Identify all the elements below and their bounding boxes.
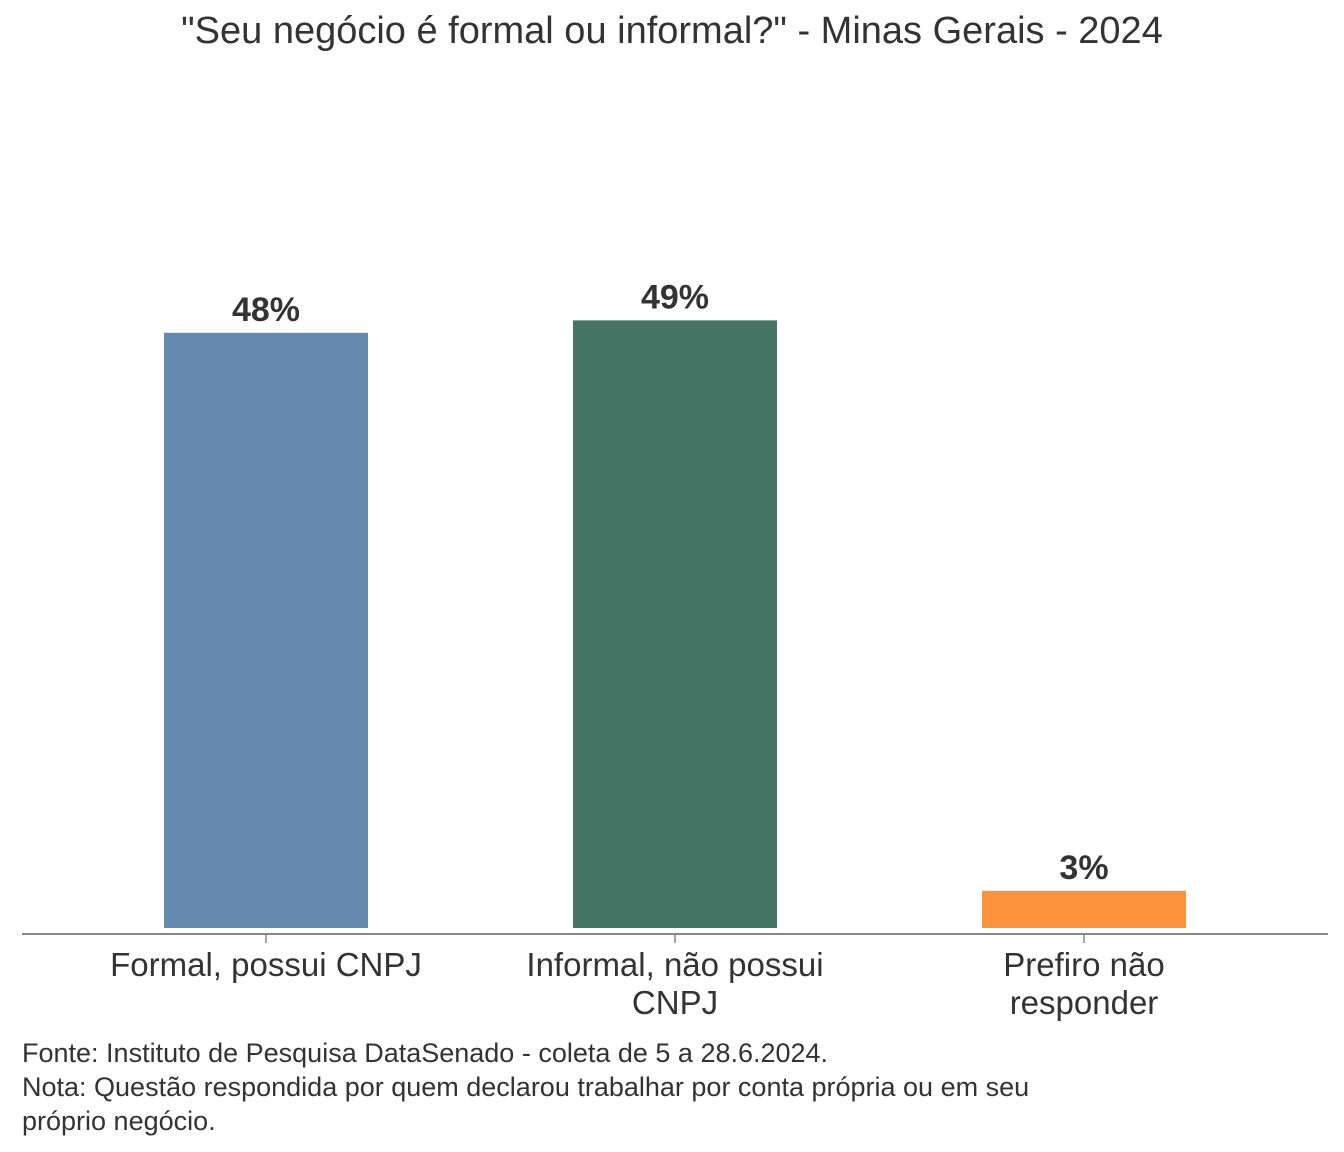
bar bbox=[982, 890, 1186, 928]
data-label: 3% bbox=[1059, 849, 1108, 887]
footnote: Fonte: Instituto de Pesquisa DataSenado … bbox=[22, 1036, 1322, 1138]
x-tick-label: CNPJ bbox=[632, 984, 718, 1021]
x-tick-label: Formal, possui CNPJ bbox=[110, 946, 422, 983]
source-text: Fonte: Instituto de Pesquisa DataSenado … bbox=[22, 1038, 829, 1068]
data-label: 49% bbox=[641, 278, 709, 316]
x-tick-label: Informal, não possui bbox=[526, 946, 823, 983]
x-tick-label: Prefiro não bbox=[1003, 946, 1164, 983]
bar bbox=[573, 320, 777, 928]
note-text-line2: próprio negócio. bbox=[22, 1106, 216, 1136]
x-tick-label: responder bbox=[1010, 984, 1159, 1021]
data-label: 48% bbox=[232, 291, 300, 329]
bar bbox=[164, 332, 368, 928]
note-text-line1: Nota: Questão respondida por quem declar… bbox=[22, 1072, 1030, 1102]
chart-title: "Seu negócio é formal ou informal?" - Mi… bbox=[181, 10, 1163, 52]
bar-chart: 48% Formal, possui CNPJ 49% Informal, não p… bbox=[22, 278, 1328, 1021]
